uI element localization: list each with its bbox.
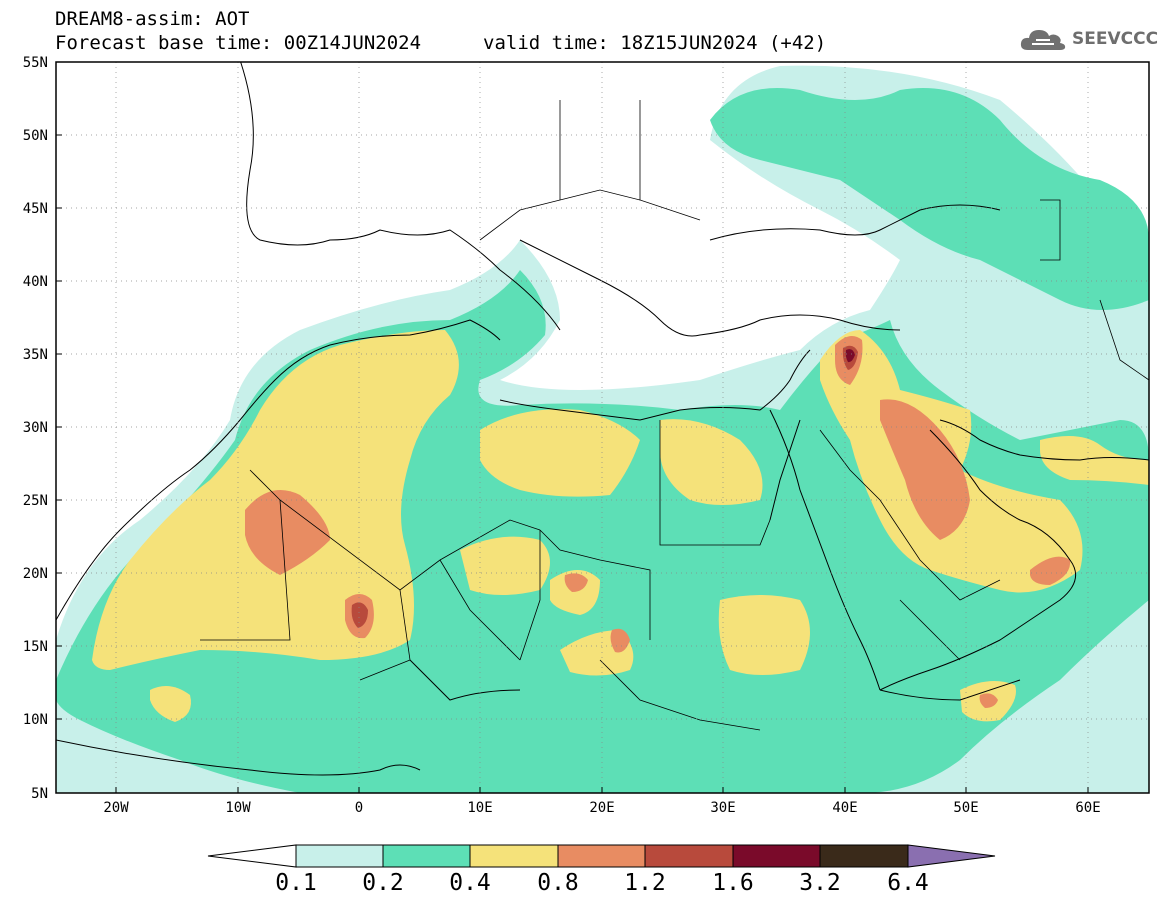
title-line-2: Forecast base time: 00Z14JUN2024 xyxy=(55,32,422,54)
valid-time: valid time: 18Z15JUN2024 (+42) xyxy=(483,32,827,54)
colorbar-label-4: 1.2 xyxy=(624,870,666,896)
coastlines xyxy=(56,62,1149,776)
aot-level-extreme xyxy=(845,349,855,363)
axis-ticks xyxy=(56,61,1089,794)
borders xyxy=(200,100,1149,731)
lon-label-30e: 30E xyxy=(710,800,735,816)
colorbar-swatch-4 xyxy=(557,844,646,868)
lat-label-55n: 55N xyxy=(23,55,48,71)
logo-text: SEEVCCC xyxy=(1072,29,1159,49)
colorbar-swatch-6 xyxy=(732,844,821,868)
lon-label-60e: 60E xyxy=(1075,800,1100,816)
lat-label-30n: 30N xyxy=(23,420,48,436)
colorbar-swatch-5 xyxy=(644,844,734,868)
colorbar-swatch-7 xyxy=(819,844,909,868)
colorbar-label-7: 6.4 xyxy=(887,870,929,896)
colorbar-swatch-3 xyxy=(469,844,559,868)
lat-label-15n: 15N xyxy=(23,639,48,655)
colorbar xyxy=(207,844,996,868)
latitude-labels: 55N 50N 45N 40N 35N 30N 25N 20N 15N 10N … xyxy=(23,55,48,802)
lat-label-20n: 20N xyxy=(23,566,48,582)
colorbar-label-3: 0.8 xyxy=(537,870,579,896)
lon-label-10e: 10E xyxy=(467,800,492,816)
colorbar-high-arrow xyxy=(907,844,996,868)
lat-label-50n: 50N xyxy=(23,128,48,144)
cloud-icon xyxy=(1020,30,1066,50)
lat-label-5n: 5N xyxy=(31,786,48,802)
lon-label-40e: 40E xyxy=(832,800,857,816)
colorbar-low-arrow xyxy=(207,844,297,868)
lat-label-35n: 35N xyxy=(23,347,48,363)
colorbar-labels: 0.1 0.2 0.4 0.8 1.2 1.6 3.2 6.4 xyxy=(275,870,929,896)
graticule xyxy=(56,62,1149,793)
seevccc-logo: SEEVCCC xyxy=(1018,24,1158,54)
lat-label-10n: 10N xyxy=(23,712,48,728)
lon-label-50e: 50E xyxy=(953,800,978,816)
longitude-labels: 20W 10W 0 10E 20E 30E 40E 50E 60E xyxy=(103,800,1100,816)
lon-label-0: 0 xyxy=(355,800,363,816)
colorbar-label-1: 0.2 xyxy=(362,870,404,896)
lat-label-40n: 40N xyxy=(23,274,48,290)
colorbar-label-6: 3.2 xyxy=(799,870,841,896)
colorbar-label-0: 0.1 xyxy=(275,870,317,896)
title-line-1: DREAM8-assim: AOT xyxy=(55,8,250,30)
lon-label-20e: 20E xyxy=(589,800,614,816)
colorbar-swatch-2 xyxy=(382,844,471,868)
lat-label-25n: 25N xyxy=(23,493,48,509)
colorbar-label-5: 1.6 xyxy=(712,870,754,896)
lon-label-10w: 10W xyxy=(225,800,251,816)
lat-label-45n: 45N xyxy=(23,201,48,217)
colorbar-label-2: 0.4 xyxy=(449,870,491,896)
colorbar-swatch-1 xyxy=(295,844,384,868)
lon-label-20w: 20W xyxy=(103,800,129,816)
